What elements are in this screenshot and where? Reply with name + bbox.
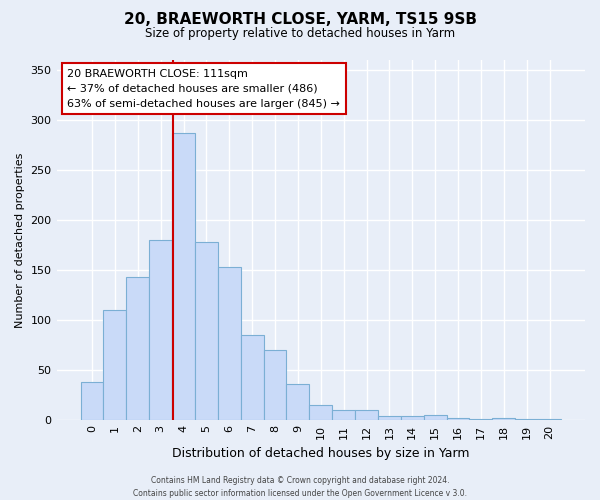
Bar: [493, 418, 515, 420]
Bar: [332, 410, 355, 420]
X-axis label: Distribution of detached houses by size in Yarm: Distribution of detached houses by size …: [172, 447, 470, 460]
Bar: [538, 418, 561, 420]
Bar: [103, 310, 127, 420]
Bar: [424, 414, 446, 420]
Y-axis label: Number of detached properties: Number of detached properties: [15, 152, 25, 328]
Bar: [172, 133, 195, 420]
Bar: [446, 418, 469, 420]
Bar: [218, 267, 241, 420]
Bar: [80, 382, 103, 420]
Bar: [310, 404, 332, 419]
Bar: [127, 277, 149, 420]
Bar: [149, 240, 172, 420]
Text: Contains HM Land Registry data © Crown copyright and database right 2024.
Contai: Contains HM Land Registry data © Crown c…: [133, 476, 467, 498]
Bar: [241, 335, 263, 419]
Bar: [469, 418, 493, 420]
Text: 20, BRAEWORTH CLOSE, YARM, TS15 9SB: 20, BRAEWORTH CLOSE, YARM, TS15 9SB: [124, 12, 476, 28]
Bar: [286, 384, 310, 420]
Text: Size of property relative to detached houses in Yarm: Size of property relative to detached ho…: [145, 28, 455, 40]
Bar: [195, 242, 218, 420]
Text: 20 BRAEWORTH CLOSE: 111sqm
← 37% of detached houses are smaller (486)
63% of sem: 20 BRAEWORTH CLOSE: 111sqm ← 37% of deta…: [67, 69, 340, 108]
Bar: [378, 416, 401, 420]
Bar: [263, 350, 286, 420]
Bar: [355, 410, 378, 420]
Bar: [401, 416, 424, 420]
Bar: [515, 418, 538, 420]
